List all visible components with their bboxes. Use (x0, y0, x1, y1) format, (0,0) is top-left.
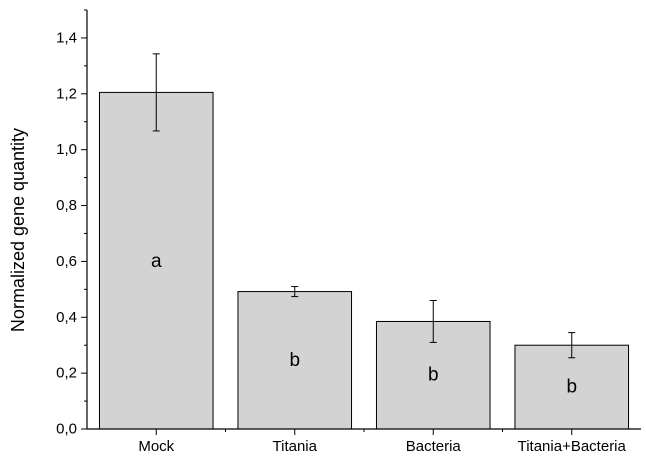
x-tick-label: Mock (138, 438, 174, 455)
y-tick-label: 0,4 (56, 309, 77, 326)
significance-letter: b (289, 350, 300, 371)
bar (98, 91, 214, 430)
y-tick-label: 1,4 (56, 29, 77, 46)
y-tick-label: 0,8 (56, 197, 77, 214)
axes-layer (81, 9, 641, 435)
labels-layer: a Mock b Titania b Bacteria b Titania+Bacteria 0… (56, 29, 626, 455)
significance-letter: a (151, 251, 162, 272)
y-tick-label: 0,0 (56, 421, 77, 438)
significance-letter: b (428, 365, 439, 386)
x-tick-label: Titania (273, 438, 318, 455)
y-tick-label: 0,2 (56, 365, 77, 382)
y-tick-label: 1,2 (56, 85, 77, 102)
y-tick-label: 1,0 (56, 141, 77, 158)
y-axis-title: Normalized gene quantity (8, 128, 28, 332)
y-tick-label: 0,6 (56, 253, 77, 270)
significance-letter: b (566, 377, 577, 398)
x-tick-label: Bacteria (406, 438, 462, 455)
x-tick-label: Titania+Bacteria (518, 438, 627, 455)
bars-layer (98, 53, 630, 430)
